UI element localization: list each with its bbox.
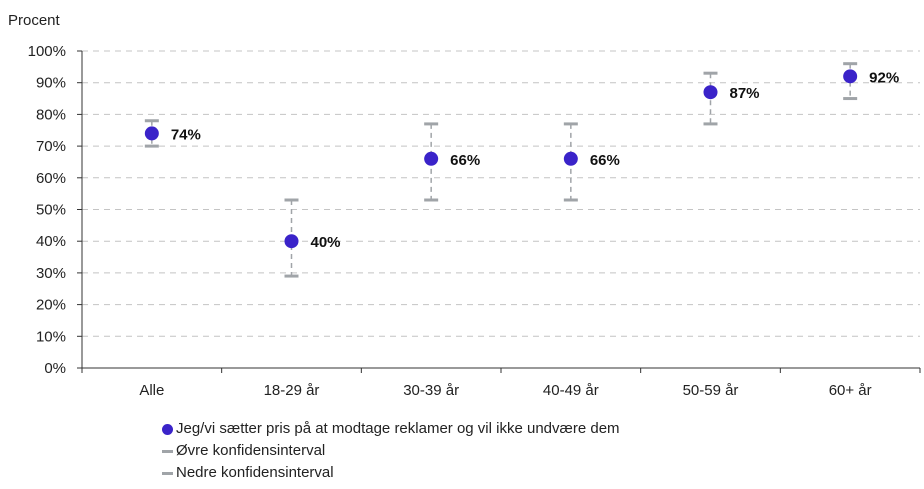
data-point [563, 151, 578, 166]
data-label: 40% [311, 234, 341, 251]
legend-dash-icon [162, 471, 173, 475]
x-axis: Alle 18-29 år 30-39 år 40-49 år 50-59 år 60+ … [81, 51, 921, 399]
data-point [843, 69, 858, 84]
x-tick-label: 30-39 år [403, 382, 459, 399]
y-tick-label: 20% [36, 297, 66, 314]
data-point [144, 126, 159, 141]
legend-label-main: Jeg/vi sætter pris på at modtage reklame… [176, 420, 620, 437]
x-tick-label: Alle [139, 382, 164, 399]
y-tick-label: 40% [36, 233, 66, 250]
x-tick-label: 50-59 år [683, 382, 739, 399]
data-label: 66% [450, 152, 480, 169]
data-label: 74% [171, 126, 201, 143]
legend-dot-icon [162, 423, 173, 435]
y-tick-label: 100% [28, 43, 66, 60]
legend-item-upper: Øvre konfidensinterval [162, 440, 620, 462]
data-point [284, 234, 299, 249]
x-tick-label: 60+ år [829, 382, 872, 399]
y-tick-label: 0% [44, 360, 66, 377]
data-label: 66% [590, 152, 620, 169]
y-tick-label: 70% [36, 138, 66, 155]
data-points: 74% 40% 66% 66% 87% 92% [144, 69, 899, 251]
legend-item-lower: Nedre konfidensinterval [162, 462, 620, 484]
data-label: 87% [730, 85, 760, 102]
y-tick-label: 80% [36, 106, 66, 123]
y-tick-label: 10% [36, 328, 66, 345]
legend-dash-icon [162, 449, 173, 453]
y-tick-label: 60% [36, 170, 66, 187]
legend-item-main: Jeg/vi sætter pris på at modtage reklame… [162, 418, 620, 440]
data-point [424, 151, 439, 166]
x-tick-label: 18-29 år [264, 382, 320, 399]
y-tick-label: 90% [36, 75, 66, 92]
legend-label-upper: Øvre konfidensinterval [176, 442, 326, 459]
y-axis-title: Procent [8, 12, 61, 29]
x-tick-label: 40-49 år [543, 382, 599, 399]
y-tick-label: 50% [36, 202, 66, 219]
y-tick-labels: 0% 10% 20% 30% 40% 50% 60% 70% 80% 90% 100% [28, 43, 82, 377]
legend-label-lower: Nedre konfidensinterval [176, 464, 334, 481]
gridlines [82, 50, 920, 337]
y-tick-label: 30% [36, 265, 66, 282]
chart: Procent 0% 10% 20% 30% 40% 50% 60% 70% 80% 90% 100… [8, 12, 921, 399]
legend: Jeg/vi sætter pris på at modtage reklame… [162, 418, 620, 484]
data-label: 92% [869, 69, 899, 86]
data-point [703, 85, 718, 100]
